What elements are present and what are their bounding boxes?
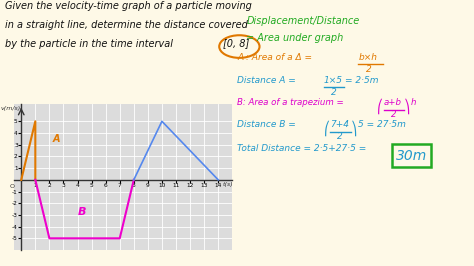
- Text: Displacement/Distance: Displacement/Distance: [246, 16, 360, 26]
- Text: 2: 2: [366, 65, 372, 74]
- Text: A: A: [52, 134, 60, 144]
- Text: 2: 2: [391, 110, 397, 119]
- Text: A : Area of a Δ =: A : Area of a Δ =: [237, 53, 315, 62]
- Text: b×h: b×h: [358, 53, 377, 62]
- Text: = 2·5m: = 2·5m: [345, 76, 379, 85]
- Text: Total Distance = 2·5+27·5 =: Total Distance = 2·5+27·5 =: [237, 144, 366, 153]
- Text: 2: 2: [337, 132, 343, 141]
- Text: [0, 8]: [0, 8]: [223, 39, 249, 49]
- Text: 30m: 30m: [396, 149, 427, 163]
- Text: 1×5: 1×5: [324, 76, 343, 85]
- Text: t(s): t(s): [222, 182, 233, 187]
- Text: 2: 2: [331, 88, 337, 97]
- Text: ⎛: ⎛: [377, 98, 383, 114]
- Text: ⎞: ⎞: [404, 98, 410, 114]
- Text: ⎞: ⎞: [351, 120, 357, 136]
- Text: Given the velocity-time graph of a particle moving: Given the velocity-time graph of a parti…: [5, 1, 252, 11]
- Text: = Area under graph: = Area under graph: [246, 33, 344, 43]
- Text: in a straight line, determine the distance covered: in a straight line, determine the distan…: [5, 20, 247, 30]
- Text: a+b: a+b: [384, 98, 402, 107]
- Text: by the particle in the time interval: by the particle in the time interval: [5, 39, 173, 49]
- Text: v(m/s): v(m/s): [0, 106, 20, 111]
- Text: h: h: [411, 98, 417, 107]
- Text: 7+4: 7+4: [330, 120, 349, 130]
- Text: B: B: [78, 207, 86, 217]
- Text: ⎛: ⎛: [324, 120, 330, 136]
- Text: Distance A =: Distance A =: [237, 76, 299, 85]
- Text: B: Area of a trapezium =: B: Area of a trapezium =: [237, 98, 346, 107]
- Text: Distance B =: Distance B =: [237, 120, 299, 130]
- Text: 5 = 27·5m: 5 = 27·5m: [358, 120, 406, 130]
- Text: O: O: [10, 184, 15, 189]
